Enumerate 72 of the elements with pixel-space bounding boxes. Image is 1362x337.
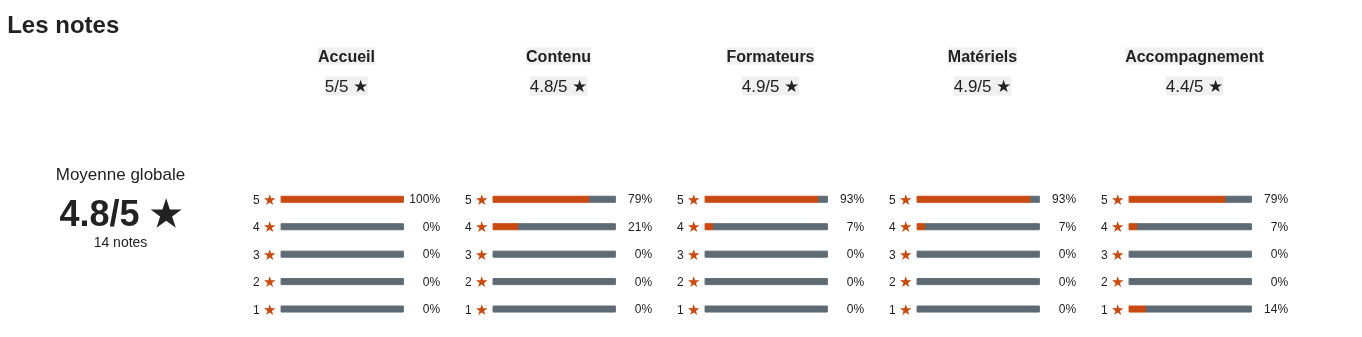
chart-title: Matériels xyxy=(947,47,1018,65)
y-tick-label: 3 ★ xyxy=(464,245,488,263)
chart-subtitle: 4.9/5 ★ xyxy=(953,76,1012,96)
data-label: 0% xyxy=(422,219,441,234)
chart-subtitle: 5/5 ★ xyxy=(324,76,369,96)
chart-subtitle: 4.4/5 ★ xyxy=(1165,76,1224,96)
data-label: 0% xyxy=(846,274,865,289)
bar xyxy=(1225,195,1252,203)
y-tick-label: 1 ★ xyxy=(676,300,700,318)
y-tick-label: 3 ★ xyxy=(1100,245,1124,263)
data-label: 0% xyxy=(422,274,441,289)
bar xyxy=(1128,250,1252,258)
bar xyxy=(1128,223,1139,231)
y-tick-label: 5 ★ xyxy=(464,190,488,208)
chart-title: Accueil xyxy=(318,47,375,65)
text: 4.8/5 ★ xyxy=(59,192,182,234)
data-label: 0% xyxy=(1058,247,1077,262)
y-tick-label: 1 ★ xyxy=(464,300,488,318)
y-tick-label: 4 ★ xyxy=(1100,218,1124,236)
bar xyxy=(1128,278,1252,286)
data-label: 0% xyxy=(1058,274,1077,289)
y-tick-label: 4 ★ xyxy=(252,218,276,236)
data-label: 0% xyxy=(422,247,441,262)
data-label: 0% xyxy=(1270,274,1289,289)
data-label: 14% xyxy=(1264,302,1289,317)
data-label: 0% xyxy=(1270,247,1289,262)
bar xyxy=(1145,305,1252,313)
y-tick-label: 5 ★ xyxy=(888,190,912,208)
y-tick-label: 4 ★ xyxy=(464,218,488,236)
y-tick-label: 4 ★ xyxy=(888,218,912,236)
data-label: 93% xyxy=(840,192,865,207)
data-label: 7% xyxy=(1058,219,1077,234)
y-tick-label: 3 ★ xyxy=(676,245,700,263)
y-tick-label: 1 ★ xyxy=(1100,300,1124,318)
bar xyxy=(1128,195,1227,203)
chart-title: Accompagnement xyxy=(1125,47,1265,65)
text: Les notes xyxy=(7,11,120,38)
data-label: 0% xyxy=(846,302,865,317)
data-label: 0% xyxy=(634,274,653,289)
chart-subtitle: 4.8/5 ★ xyxy=(529,76,588,96)
y-tick-label: 2 ★ xyxy=(888,273,912,291)
bar xyxy=(1137,223,1252,231)
data-label: 79% xyxy=(1264,192,1289,207)
y-tick-label: 2 ★ xyxy=(464,273,488,291)
data-label: 0% xyxy=(846,247,865,262)
y-tick-label: 2 ★ xyxy=(676,273,700,291)
data-label: 100% xyxy=(409,192,441,207)
y-tick-label: 1 ★ xyxy=(252,300,276,318)
y-tick-label: 1 ★ xyxy=(888,300,912,318)
y-tick-label: 5 ★ xyxy=(252,190,276,208)
y-tick-label: 3 ★ xyxy=(888,245,912,263)
data-label: 0% xyxy=(1058,302,1077,317)
text: Moyenne globale xyxy=(55,165,186,185)
chart-title: Contenu xyxy=(526,47,591,65)
data-label: 79% xyxy=(628,192,653,207)
chart-title: Formateurs xyxy=(726,47,815,65)
data-label: 0% xyxy=(634,302,653,317)
y-tick-label: 3 ★ xyxy=(252,245,276,263)
data-label: 93% xyxy=(1052,192,1077,207)
data-label: 0% xyxy=(422,302,441,317)
y-tick-label: 4 ★ xyxy=(676,218,700,236)
chart-subtitle: 4.9/5 ★ xyxy=(741,76,800,96)
data-label: 7% xyxy=(846,219,865,234)
data-label: 0% xyxy=(634,247,653,262)
data-label: 21% xyxy=(628,219,653,234)
y-tick-label: 2 ★ xyxy=(1100,273,1124,291)
y-tick-label: 5 ★ xyxy=(676,190,700,208)
data-label: 7% xyxy=(1270,219,1289,234)
text: 14 notes xyxy=(93,234,148,251)
bar xyxy=(1128,305,1147,313)
y-tick-label: 2 ★ xyxy=(252,273,276,291)
y-tick-label: 5 ★ xyxy=(1100,190,1124,208)
